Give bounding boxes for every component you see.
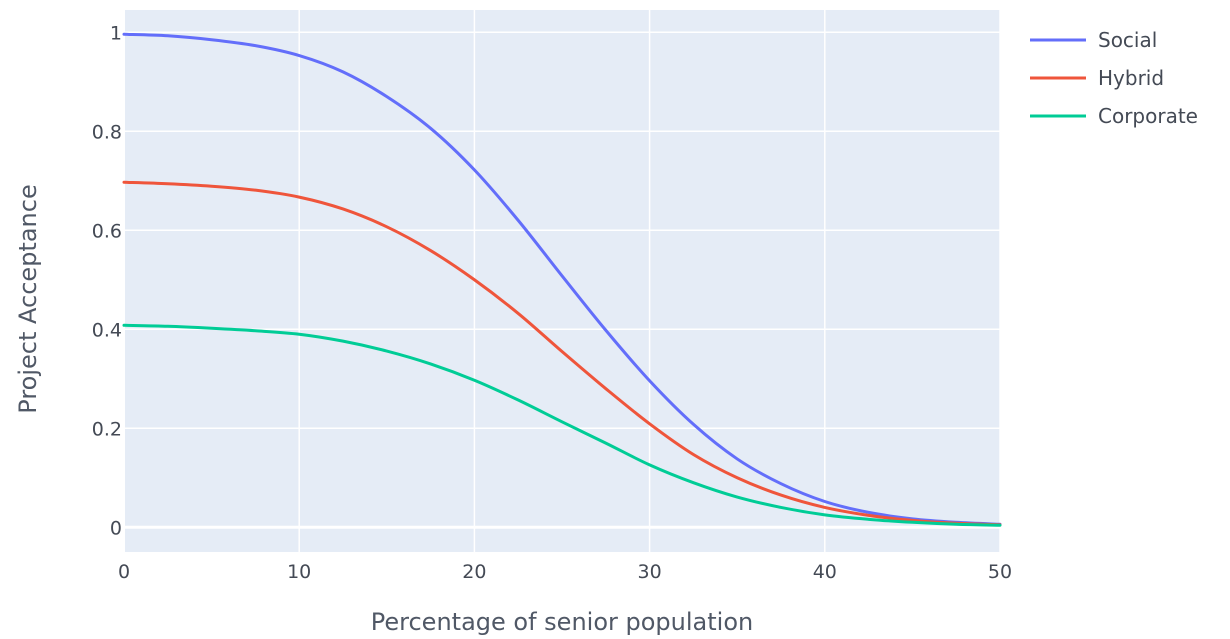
x-tick-label: 20 <box>462 561 486 583</box>
legend-item-social[interactable]: Social <box>1030 28 1157 52</box>
series-lines <box>122 32 1002 527</box>
series-line-social[interactable] <box>122 32 1002 526</box>
legend-item-corporate[interactable]: Corporate <box>1030 104 1198 128</box>
x-tick-label: 10 <box>287 561 311 583</box>
y-tick-label: 0.4 <box>92 319 122 341</box>
legend-label: Social <box>1098 28 1157 52</box>
x-tick-label: 30 <box>638 561 662 583</box>
y-tick-label: 0.6 <box>92 220 122 242</box>
x-axis-title: Percentage of senior population <box>371 608 753 636</box>
legend-label: Hybrid <box>1098 66 1164 90</box>
y-tick-label: 0 <box>110 517 122 539</box>
grid-lines <box>123 10 1001 552</box>
legend[interactable]: Social Hybrid Corporate <box>1030 28 1198 128</box>
x-tick-label: 0 <box>118 561 130 583</box>
y-axis-tick-labels: 0 0.2 0.4 0.6 0.8 1 <box>92 22 122 539</box>
x-tick-label: 50 <box>988 561 1012 583</box>
plot-area <box>124 10 1000 552</box>
legend-item-hybrid[interactable]: Hybrid <box>1030 66 1164 90</box>
series-line-corporate[interactable] <box>122 323 1002 527</box>
y-tick-label: 0.2 <box>92 418 122 440</box>
y-tick-label: 0.8 <box>92 121 122 143</box>
legend-label: Corporate <box>1098 104 1198 128</box>
y-tick-label: 1 <box>110 22 122 44</box>
x-axis-tick-labels: 0 10 20 30 40 50 <box>118 561 1012 583</box>
y-axis-title: Project Acceptance <box>14 184 42 413</box>
x-tick-label: 40 <box>813 561 837 583</box>
series-line-hybrid[interactable] <box>122 180 1002 527</box>
